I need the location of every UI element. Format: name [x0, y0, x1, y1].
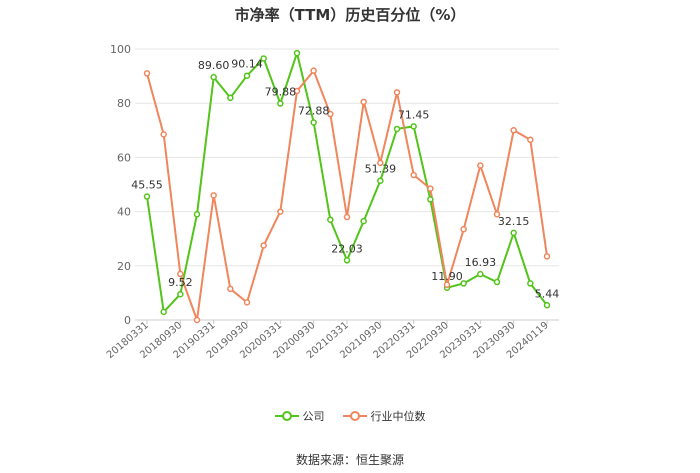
data-point — [310, 67, 317, 74]
data-point — [460, 280, 467, 287]
y-tick-label: 20 — [117, 260, 131, 273]
data-point — [277, 100, 284, 107]
series-lines — [146, 52, 548, 321]
legend-item[interactable]: 行业中位数 — [342, 408, 426, 424]
data-point — [510, 229, 517, 237]
data-label: 79.88 — [265, 86, 297, 99]
data-point — [260, 242, 267, 249]
legend-item[interactable]: 公司 — [274, 408, 325, 424]
y-tick-label: 40 — [117, 206, 131, 219]
data-label: 11.90 — [431, 270, 463, 283]
data-point — [477, 270, 484, 278]
legend-swatch — [274, 411, 299, 421]
y-tick-label: 100 — [110, 43, 131, 56]
data-label: 22.03 — [331, 242, 363, 255]
data-point — [493, 278, 501, 286]
legend-label: 公司 — [302, 410, 325, 423]
data-point — [410, 171, 417, 179]
data-point — [360, 217, 367, 225]
data-point — [377, 177, 384, 184]
data-point — [393, 125, 401, 133]
data-point — [293, 49, 301, 57]
data-label: 72.88 — [298, 104, 330, 117]
data-label: 9.52 — [168, 276, 193, 289]
legend-swatch — [342, 411, 367, 421]
data-point — [260, 55, 267, 62]
legend-label: 行业中位数 — [370, 410, 426, 423]
data-point — [227, 94, 234, 102]
data-point — [160, 308, 167, 316]
data-label: 90.14 — [231, 58, 263, 71]
data-point — [177, 270, 184, 278]
data-point — [310, 119, 317, 126]
data-point — [177, 290, 184, 298]
data-point — [160, 131, 167, 138]
data-point — [327, 216, 334, 223]
data-point — [193, 211, 201, 218]
data-point — [427, 185, 434, 192]
data-point — [410, 123, 417, 130]
data-point — [393, 89, 401, 96]
data-point — [243, 299, 251, 306]
data-point — [343, 257, 351, 264]
y-tick-label: 60 — [117, 151, 131, 164]
legend: 公司 行业中位数 — [0, 408, 700, 424]
data-point — [193, 316, 201, 324]
data-point — [360, 98, 367, 106]
data-point — [477, 162, 484, 169]
data-point — [510, 127, 517, 134]
source-note: 数据来源：恒生聚源 — [295, 453, 404, 467]
data-point — [493, 211, 501, 218]
data-point — [143, 70, 151, 77]
data-label: 51.39 — [365, 163, 397, 176]
data-label: 32.15 — [498, 215, 530, 228]
data-label: 16.93 — [465, 256, 497, 269]
data-point — [143, 193, 151, 200]
series-line-2 — [146, 69, 548, 321]
data-point — [443, 281, 451, 289]
data-point — [377, 159, 384, 167]
data-point — [210, 73, 217, 81]
data-point — [460, 225, 467, 233]
y-tick-label: 80 — [117, 97, 131, 110]
chart-title: 市净率（TTM）历史百分位（%） — [234, 6, 466, 24]
series-points — [143, 49, 551, 324]
data-point — [243, 72, 251, 79]
data-label: 5.44 — [535, 287, 560, 300]
data-point — [427, 196, 434, 203]
data-point — [210, 192, 217, 199]
data-point — [543, 253, 551, 260]
data-point — [277, 208, 284, 215]
data-label: 71.45 — [398, 108, 430, 121]
data-label: 89.60 — [198, 59, 230, 72]
data-point — [527, 280, 534, 287]
data-point — [293, 87, 301, 95]
y-tick-label: 0 — [124, 314, 131, 327]
data-point — [527, 136, 534, 144]
data-point — [227, 285, 234, 293]
data-point — [327, 110, 334, 118]
data-label: 45.55 — [131, 179, 163, 192]
data-point — [343, 213, 351, 221]
data-point — [543, 302, 551, 309]
